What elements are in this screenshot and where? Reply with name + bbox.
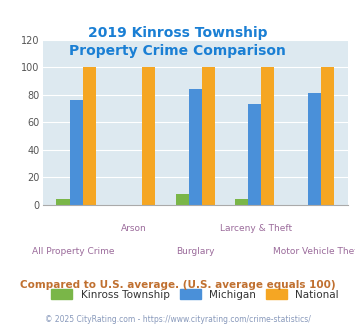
Bar bbox=[189, 89, 202, 205]
Bar bbox=[70, 100, 83, 205]
Text: Larceny & Theft: Larceny & Theft bbox=[220, 224, 293, 233]
Text: Arson: Arson bbox=[121, 224, 147, 233]
Bar bbox=[83, 67, 96, 205]
Text: Motor Vehicle Theft: Motor Vehicle Theft bbox=[273, 248, 355, 256]
Bar bbox=[308, 93, 321, 205]
Bar bbox=[261, 67, 274, 205]
Bar bbox=[321, 67, 334, 205]
Text: © 2025 CityRating.com - https://www.cityrating.com/crime-statistics/: © 2025 CityRating.com - https://www.city… bbox=[45, 315, 310, 324]
Legend: Kinross Township, Michigan, National: Kinross Township, Michigan, National bbox=[51, 289, 339, 300]
Bar bbox=[202, 67, 215, 205]
Bar bbox=[248, 104, 261, 205]
Text: Compared to U.S. average. (U.S. average equals 100): Compared to U.S. average. (U.S. average … bbox=[20, 280, 335, 290]
Text: Burglary: Burglary bbox=[176, 248, 214, 256]
Bar bbox=[235, 199, 248, 205]
Bar bbox=[176, 194, 189, 205]
Text: 2019 Kinross Township
Property Crime Comparison: 2019 Kinross Township Property Crime Com… bbox=[69, 26, 286, 58]
Bar bbox=[56, 199, 70, 205]
Bar bbox=[142, 67, 155, 205]
Text: All Property Crime: All Property Crime bbox=[32, 248, 114, 256]
